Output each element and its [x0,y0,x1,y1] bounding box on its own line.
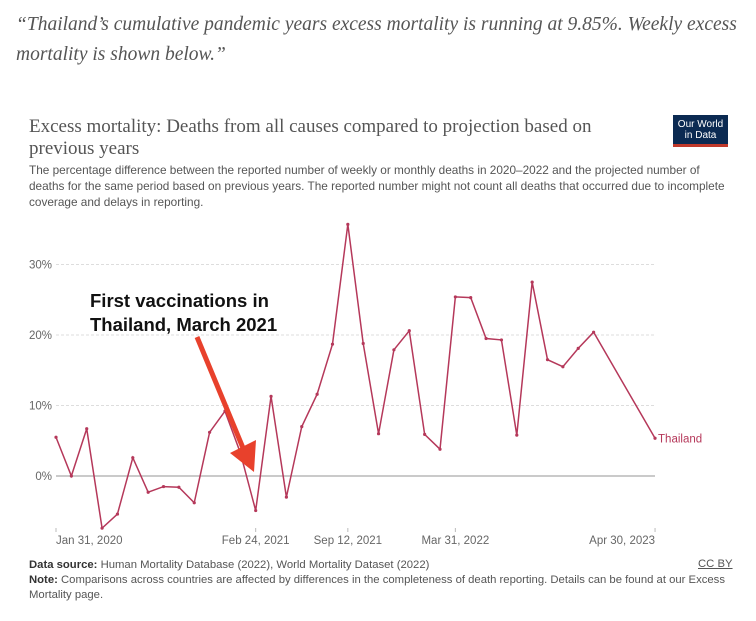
data-point [545,358,550,362]
chart-title: Excess mortality: Deaths from all causes… [29,116,592,159]
data-point [300,425,304,429]
data-point [192,501,196,505]
data-point [453,295,457,299]
y-tick-label: 10% [29,401,52,413]
y-tick-label: 20% [29,330,52,342]
x-tick-label: Feb 24, 2021 [222,535,290,547]
data-point [499,338,504,342]
data-point [423,432,427,437]
data-point [85,427,89,431]
data-point [100,526,104,530]
x-tick-label: Mar 31, 2022 [421,535,489,547]
data-point [407,329,411,333]
data-point [561,365,565,369]
quote-text: “Thailand’s cumulative pandemic years ex… [16,14,737,65]
data-point [530,280,534,284]
note-label: Note: [29,574,58,586]
data-point [376,432,381,436]
vaccination-annotation: First vaccinations in Thailand, March 20… [90,289,277,337]
data-point [131,456,135,460]
data-point [361,341,365,346]
x-tick-label: Sep 12, 2021 [314,535,382,547]
data-point [177,485,181,489]
data-point [54,435,58,439]
y-tick-label: 0% [35,471,52,483]
annotation-line1: First vaccinations in [90,290,269,311]
data-point [469,296,473,300]
data-point [115,512,120,516]
data-point [438,447,442,451]
source-label: Data source: [29,559,98,571]
chart-subtitle: The percentage difference between the re… [29,163,725,209]
x-tick-label: Jan 31, 2020 [56,535,123,547]
data-point [69,474,73,478]
data-point [208,430,212,434]
data-point [284,495,288,499]
logo-line2: in Data [684,130,717,141]
series-line-thailand [55,224,656,530]
arrow-head-icon [230,440,256,472]
source-text: Human Mortality Database (2022), World M… [97,559,430,571]
data-point [392,348,396,352]
data-point [330,342,335,346]
data-point [161,484,166,489]
data-point [484,336,488,341]
owid-logo[interactable]: Our World in Data [673,115,728,147]
data-point [653,436,657,440]
data-point [146,490,150,494]
data-point [346,222,350,226]
x-tick-label: Apr 30, 2023 [589,535,655,547]
data-point [254,508,258,513]
series-label: Thailand [658,433,702,445]
data-point [515,433,519,437]
license-link[interactable]: CC BY [698,558,733,570]
data-point [269,394,273,398]
y-tick-label: 30% [29,260,52,272]
data-point [592,330,596,334]
note-text: Comparisons across countries are affecte… [29,574,725,601]
data-point [576,346,580,350]
logo-line1: Our World [677,119,724,130]
annotation-line2: Thailand, March 2021 [90,314,278,335]
data-point [315,392,319,396]
arrow-shaft [194,336,246,449]
chart-footer: Data source: Human Mortality Database (2… [29,558,729,603]
